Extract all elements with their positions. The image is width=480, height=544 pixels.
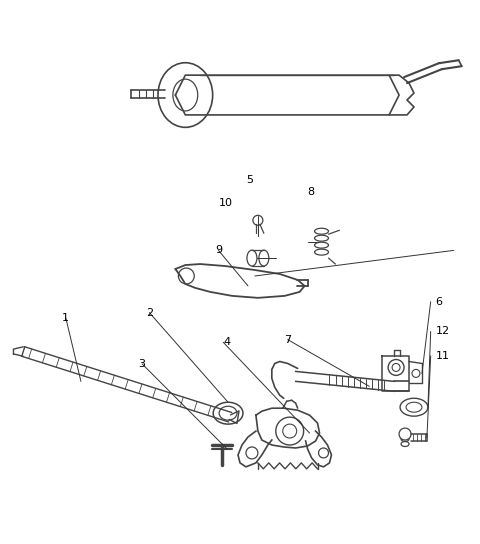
Ellipse shape bbox=[247, 250, 257, 266]
Text: 3: 3 bbox=[139, 359, 145, 369]
Text: 9: 9 bbox=[215, 245, 222, 255]
Text: 7: 7 bbox=[284, 335, 291, 344]
Ellipse shape bbox=[158, 63, 213, 127]
Circle shape bbox=[399, 428, 411, 440]
Text: 11: 11 bbox=[436, 351, 450, 361]
Text: 6: 6 bbox=[436, 296, 443, 307]
Text: 4: 4 bbox=[223, 337, 230, 347]
Text: 5: 5 bbox=[246, 175, 253, 185]
Text: 8: 8 bbox=[307, 187, 314, 197]
Text: 1: 1 bbox=[62, 313, 69, 323]
Text: 2: 2 bbox=[146, 307, 153, 318]
Ellipse shape bbox=[259, 250, 269, 266]
Ellipse shape bbox=[213, 402, 243, 424]
Ellipse shape bbox=[400, 398, 428, 416]
Text: 10: 10 bbox=[219, 198, 233, 208]
Text: 12: 12 bbox=[436, 326, 450, 337]
